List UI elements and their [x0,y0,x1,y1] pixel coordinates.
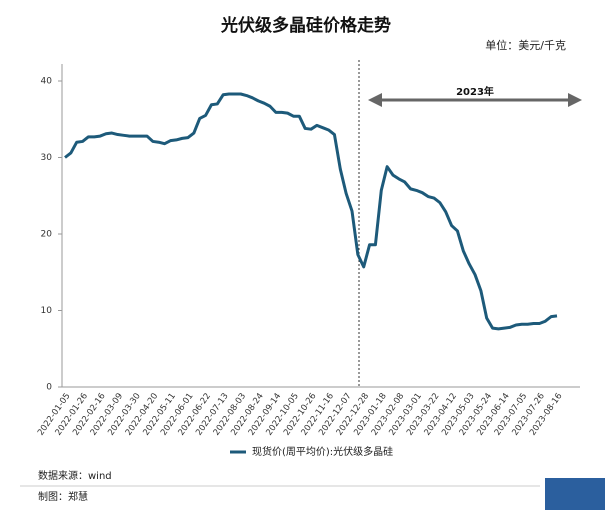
y-tick-label: 10 [41,306,53,316]
legend-label: 现货价(周平均价):光伏级多晶硅 [252,445,393,458]
y-tick-label: 20 [41,230,53,240]
price-line [64,92,558,331]
chart-title: 光伏级多晶硅价格走势 [220,15,391,36]
y-tick-label: 0 [46,383,52,393]
logo [545,478,605,510]
y-tick-label: 40 [41,77,53,87]
unit-label: 单位：美元/千克 [485,38,566,52]
credit: 制图：郑慧 [38,490,88,503]
annotation: 2023年 [456,85,494,98]
source: 数据来源：wind [38,469,112,482]
year-arrow [368,93,582,107]
y-tick-label: 30 [41,153,53,163]
